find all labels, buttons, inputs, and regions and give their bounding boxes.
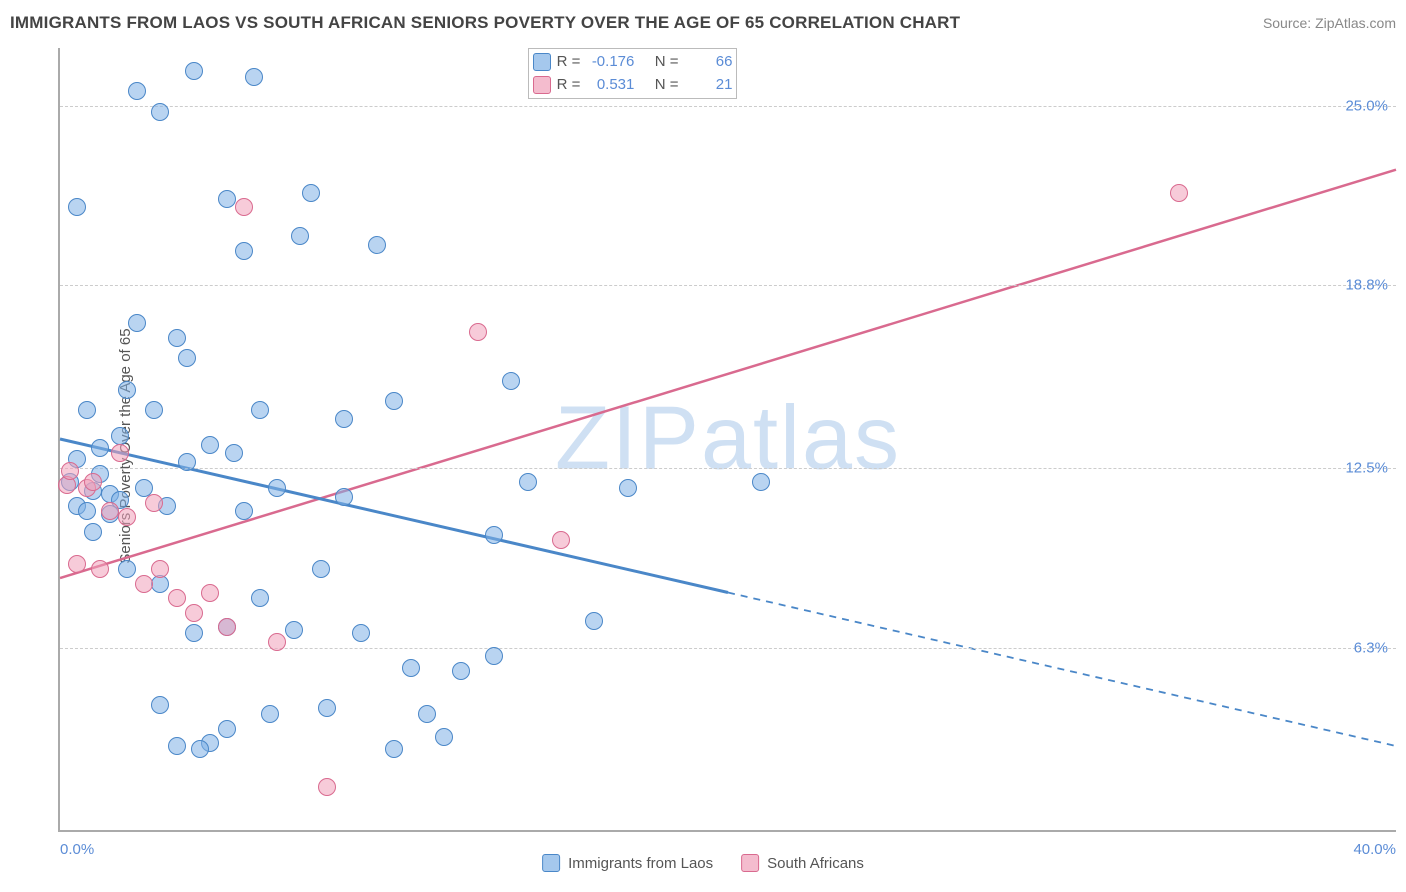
data-point <box>268 633 286 651</box>
data-point <box>185 624 203 642</box>
data-point <box>168 589 186 607</box>
data-point <box>68 555 86 573</box>
data-point <box>519 473 537 491</box>
trend-lines <box>60 48 1396 830</box>
data-point <box>502 372 520 390</box>
swatch-icon <box>542 854 560 872</box>
data-point <box>385 740 403 758</box>
data-point <box>118 560 136 578</box>
data-point <box>485 526 503 544</box>
chart-title: IMMIGRANTS FROM LAOS VS SOUTH AFRICAN SE… <box>10 13 960 33</box>
data-point <box>418 705 436 723</box>
data-point <box>312 560 330 578</box>
data-point <box>135 575 153 593</box>
y-tick-label: 25.0% <box>1345 97 1388 114</box>
data-point <box>235 502 253 520</box>
legend-label: Immigrants from Laos <box>568 855 713 872</box>
data-point <box>752 473 770 491</box>
x-tick-max: 40.0% <box>1353 841 1396 858</box>
data-point <box>435 728 453 746</box>
data-point <box>91 439 109 457</box>
y-tick-label: 18.8% <box>1345 277 1388 294</box>
data-point <box>191 740 209 758</box>
data-point <box>485 647 503 665</box>
x-tick-min: 0.0% <box>60 841 94 858</box>
data-point <box>402 659 420 677</box>
data-point <box>168 737 186 755</box>
chart-source: Source: ZipAtlas.com <box>1263 15 1396 31</box>
data-point <box>335 488 353 506</box>
gridline <box>60 468 1396 469</box>
legend-item: South Africans <box>741 854 864 872</box>
data-point <box>145 494 163 512</box>
legend-item: Immigrants from Laos <box>542 854 713 872</box>
legend-label: South Africans <box>767 855 864 872</box>
data-point <box>218 720 236 738</box>
data-point <box>84 523 102 541</box>
chart-area: ZIPatlas R = -0.176 N = 66 R = 0.531 N =… <box>58 48 1396 832</box>
data-point <box>84 473 102 491</box>
data-point <box>385 392 403 410</box>
chart-header: IMMIGRANTS FROM LAOS VS SOUTH AFRICAN SE… <box>10 8 1396 38</box>
data-point <box>128 314 146 332</box>
data-point <box>251 401 269 419</box>
data-point <box>291 227 309 245</box>
data-point <box>68 198 86 216</box>
data-point <box>128 82 146 100</box>
data-point <box>78 502 96 520</box>
data-point <box>151 696 169 714</box>
data-point <box>145 401 163 419</box>
data-point <box>1170 184 1188 202</box>
data-point <box>318 699 336 717</box>
data-point <box>261 705 279 723</box>
data-point <box>318 778 336 796</box>
data-point <box>118 381 136 399</box>
data-point <box>111 427 129 445</box>
gridline <box>60 648 1396 649</box>
data-point <box>218 618 236 636</box>
data-point <box>185 604 203 622</box>
data-point <box>91 560 109 578</box>
data-point <box>151 560 169 578</box>
data-point <box>201 584 219 602</box>
data-point <box>185 62 203 80</box>
data-point <box>201 436 219 454</box>
data-point <box>61 462 79 480</box>
data-point <box>452 662 470 680</box>
gridline <box>60 285 1396 286</box>
data-point <box>235 198 253 216</box>
data-point <box>469 323 487 341</box>
y-tick-label: 12.5% <box>1345 459 1388 476</box>
data-point <box>335 410 353 428</box>
data-point <box>302 184 320 202</box>
swatch-icon <box>741 854 759 872</box>
data-point <box>178 453 196 471</box>
data-point <box>151 103 169 121</box>
data-point <box>285 621 303 639</box>
data-point <box>585 612 603 630</box>
data-point <box>218 190 236 208</box>
data-point <box>225 444 243 462</box>
data-point <box>118 508 136 526</box>
data-point <box>78 401 96 419</box>
legend: Immigrants from Laos South Africans <box>542 854 864 872</box>
data-point <box>168 329 186 347</box>
data-point <box>111 444 129 462</box>
data-point <box>368 236 386 254</box>
y-tick-label: 6.3% <box>1354 639 1388 656</box>
gridline <box>60 106 1396 107</box>
data-point <box>101 502 119 520</box>
data-point <box>552 531 570 549</box>
data-point <box>251 589 269 607</box>
data-point <box>235 242 253 260</box>
data-point <box>352 624 370 642</box>
data-point <box>268 479 286 497</box>
data-point <box>245 68 263 86</box>
data-point <box>619 479 637 497</box>
data-point <box>178 349 196 367</box>
